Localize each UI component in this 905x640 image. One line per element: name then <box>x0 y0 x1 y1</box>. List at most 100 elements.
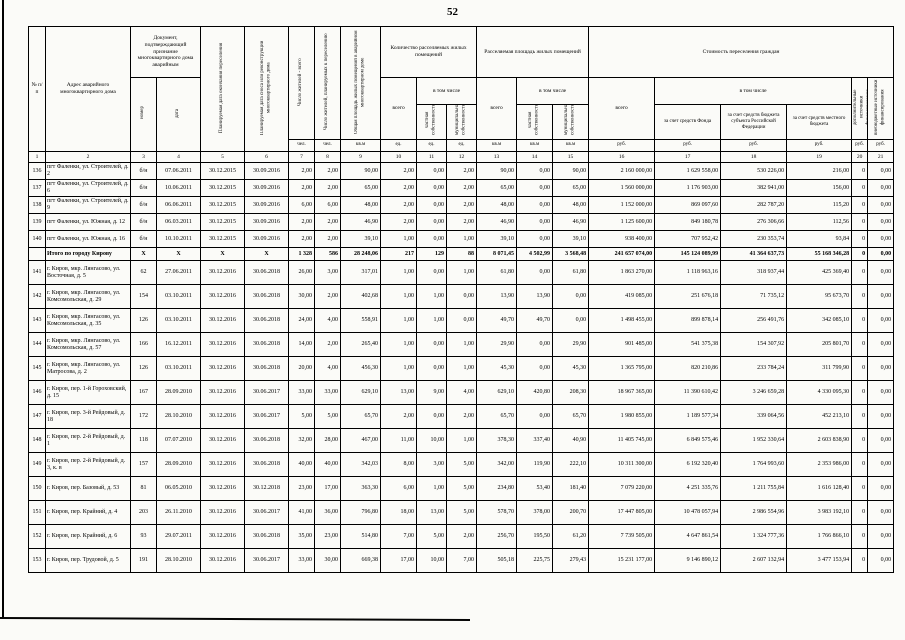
table-cell: 1,00 <box>446 230 478 248</box>
rotated-label: Число жителей - всего <box>298 57 304 106</box>
table-cell: 378,00 <box>516 500 554 525</box>
table-row: 142 г. Киров, мкр. Лянгасово, ул. Комсомо… <box>28 284 895 309</box>
table-cell: 265,40 <box>340 332 382 357</box>
rotated-label: частная собственность <box>528 104 540 136</box>
table-cell: 88 <box>446 247 478 261</box>
table-cell: 40,90 <box>552 428 590 453</box>
table-cell: 2,00 <box>314 213 342 231</box>
table-cell: 2,00 <box>288 162 316 180</box>
table-cell: 467,00 <box>340 428 382 453</box>
table-cell: 1,00 <box>416 284 448 309</box>
table-cell: 203 <box>130 500 157 525</box>
table-cell: 30.12.2016 <box>200 260 246 285</box>
table-cell: 0,00 <box>516 162 554 180</box>
table-cell: 8 071,45 <box>476 247 518 261</box>
table-cell: 217 <box>380 247 418 261</box>
table-cell: 4 330 095,30 <box>786 380 853 405</box>
table-cell: 45,30 <box>552 356 590 381</box>
table-cell: 1,00 <box>446 332 478 357</box>
table-cell: 07.07.2010 <box>155 428 202 453</box>
table-row: 140 пгт Фаленки, ул. Южная, д. 16 б/н 10.10… <box>28 230 895 248</box>
table-cell: 172 <box>130 404 157 429</box>
table-cell: 0 <box>851 284 869 309</box>
table-cell: 2,00 <box>314 230 342 248</box>
table-cell: 06.06.2011 <box>155 196 202 214</box>
table-cell: 136 <box>28 162 46 180</box>
table-cell: 0,00 <box>516 230 554 248</box>
table-cell: 0 <box>851 196 869 214</box>
rotated-label: Число жителей, планируемых к переселению <box>324 33 330 130</box>
column-number: 13 <box>476 151 518 163</box>
table-cell: 0,00 <box>867 260 895 285</box>
table-cell: 30.12.2016 <box>200 332 246 357</box>
column-number: 5 <box>200 151 246 163</box>
table-cell: 30,00 <box>288 284 316 309</box>
table-cell: 146 <box>28 380 46 405</box>
table-cell: 112,56 <box>786 213 853 231</box>
table-cell: 129 <box>416 247 448 261</box>
column-number: 10 <box>380 151 418 163</box>
table-cell: 167 <box>130 380 157 405</box>
table-cell: 2,00 <box>380 404 418 429</box>
address-cell: г. Киров, пер. Крайний, д. 4 <box>45 500 131 525</box>
table-cell: 30.12.2018 <box>244 476 290 501</box>
table-cell: 142 <box>28 284 46 309</box>
table-cell: 1,00 <box>380 332 418 357</box>
table-cell: 154 307,92 <box>720 332 788 357</box>
table-cell: 0,00 <box>516 213 554 231</box>
table-cell: 1 498 455,00 <box>588 308 656 333</box>
table-cell: 2,00 <box>288 230 316 248</box>
table-cell: 2 160 000,00 <box>588 162 656 180</box>
table-cell: 65,70 <box>552 404 590 429</box>
table-cell: 1 365 795,00 <box>588 356 656 381</box>
table-cell: 2 607 132,94 <box>720 548 788 573</box>
table-cell: 0,00 <box>867 356 895 381</box>
address-cell: г. Киров, мкр. Лянгасово, ул. Комсомольс… <box>45 332 131 357</box>
table-cell: 241 657 074,00 <box>588 247 656 261</box>
table-cell: 1 125 600,00 <box>588 213 656 231</box>
table-cell: 93,84 <box>786 230 853 248</box>
table-cell: 156,00 <box>786 179 853 197</box>
table-cell: 0,00 <box>867 452 895 477</box>
rotated-label: Планируемая дата окончания переселения <box>219 42 225 133</box>
table-cell: 3,00 <box>314 260 342 285</box>
table-cell: 0,00 <box>552 284 590 309</box>
table-cell: 30.12.2016 <box>200 428 246 453</box>
table-cell: 3 477 153,94 <box>786 548 853 573</box>
address-cell: пгт Фаленки, ул. Южная, д. 12 <box>45 213 131 231</box>
column-number: 6 <box>244 151 290 163</box>
table-cell: 0 <box>851 162 869 180</box>
table-cell: 0,00 <box>416 230 448 248</box>
address-cell: г. Киров, мкр. Лянгасово, ул. Восточная,… <box>45 260 131 285</box>
table-cell: 195,50 <box>516 524 554 549</box>
header-cost-local-budget: за счет средств местного бюджета <box>786 104 853 140</box>
table-cell: 151 <box>28 500 46 525</box>
table-cell: 23,00 <box>288 476 316 501</box>
table-cell: 2 353 986,00 <box>786 452 853 477</box>
table-cell: 3 983 192,10 <box>786 500 853 525</box>
table-cell: 23,00 <box>314 524 342 549</box>
table-cell: 10.10.2011 <box>155 230 202 248</box>
header-planned-resettlement-end: Планируемая дата окончания переселения <box>200 26 246 152</box>
table-cell: 191 <box>130 548 157 573</box>
table-cell: 382 941,00 <box>720 179 788 197</box>
header-planned-demolition: Планируемая дата сноса или реконструкции… <box>244 26 290 152</box>
table-cell: 0,00 <box>867 500 895 525</box>
table-cell: Х <box>200 247 246 261</box>
table-cell: 5,00 <box>314 404 342 429</box>
unit-label: кв.м <box>476 139 518 152</box>
table-cell: 0,00 <box>416 213 448 231</box>
table-cell: 938 400,00 <box>588 230 656 248</box>
column-number: 9 <box>340 151 382 163</box>
table-cell: 53,40 <box>516 476 554 501</box>
table-cell: 33,00 <box>288 380 316 405</box>
table-cell: 1 189 577,34 <box>654 404 722 429</box>
table-cell: 28,00 <box>314 428 342 453</box>
table-cell: Х <box>244 247 290 261</box>
table-cell: 0,00 <box>867 524 895 549</box>
column-number: 21 <box>867 151 895 163</box>
column-number: 3 <box>130 151 157 163</box>
header-cost-total: всего <box>588 77 656 140</box>
unit-label: руб. <box>851 139 869 152</box>
table-cell: 0,00 <box>867 179 895 197</box>
